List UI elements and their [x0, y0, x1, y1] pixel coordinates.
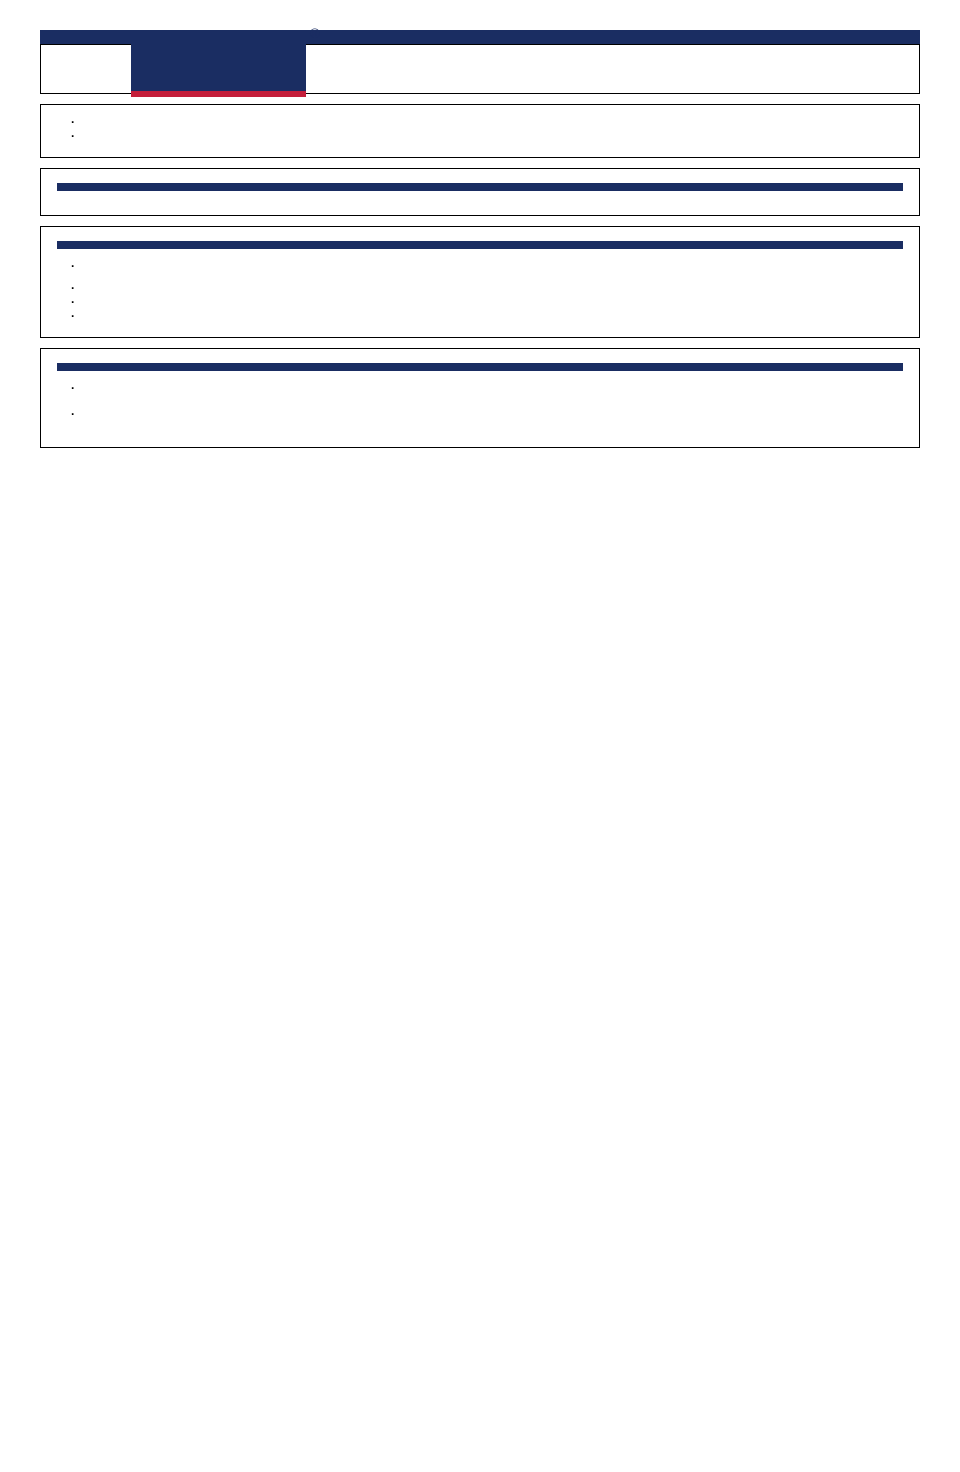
continuation-box: [40, 104, 920, 158]
unclean-packaging-label: [71, 115, 903, 129]
logo-subtitle: [131, 91, 306, 97]
s15-csa-label: [71, 309, 75, 323]
section-15-box: [40, 226, 920, 338]
section-14-header: [57, 183, 903, 191]
section-16-box: [40, 348, 920, 448]
registered-icon: ®: [310, 25, 320, 41]
s16-phrases-label: [71, 381, 903, 395]
section-16-header: [57, 363, 903, 371]
recommendation-label: [71, 129, 75, 143]
s15-annex-label: [71, 295, 75, 309]
section-15-header: [57, 241, 903, 249]
s16-abbr-label: [71, 407, 903, 421]
logo: ®: [131, 31, 306, 97]
s15-line1: [71, 259, 903, 273]
document-page: ®: [0, 0, 960, 488]
header-box: ®: [40, 44, 920, 94]
s15-directive: [71, 281, 903, 295]
section-14-box: [40, 168, 920, 216]
